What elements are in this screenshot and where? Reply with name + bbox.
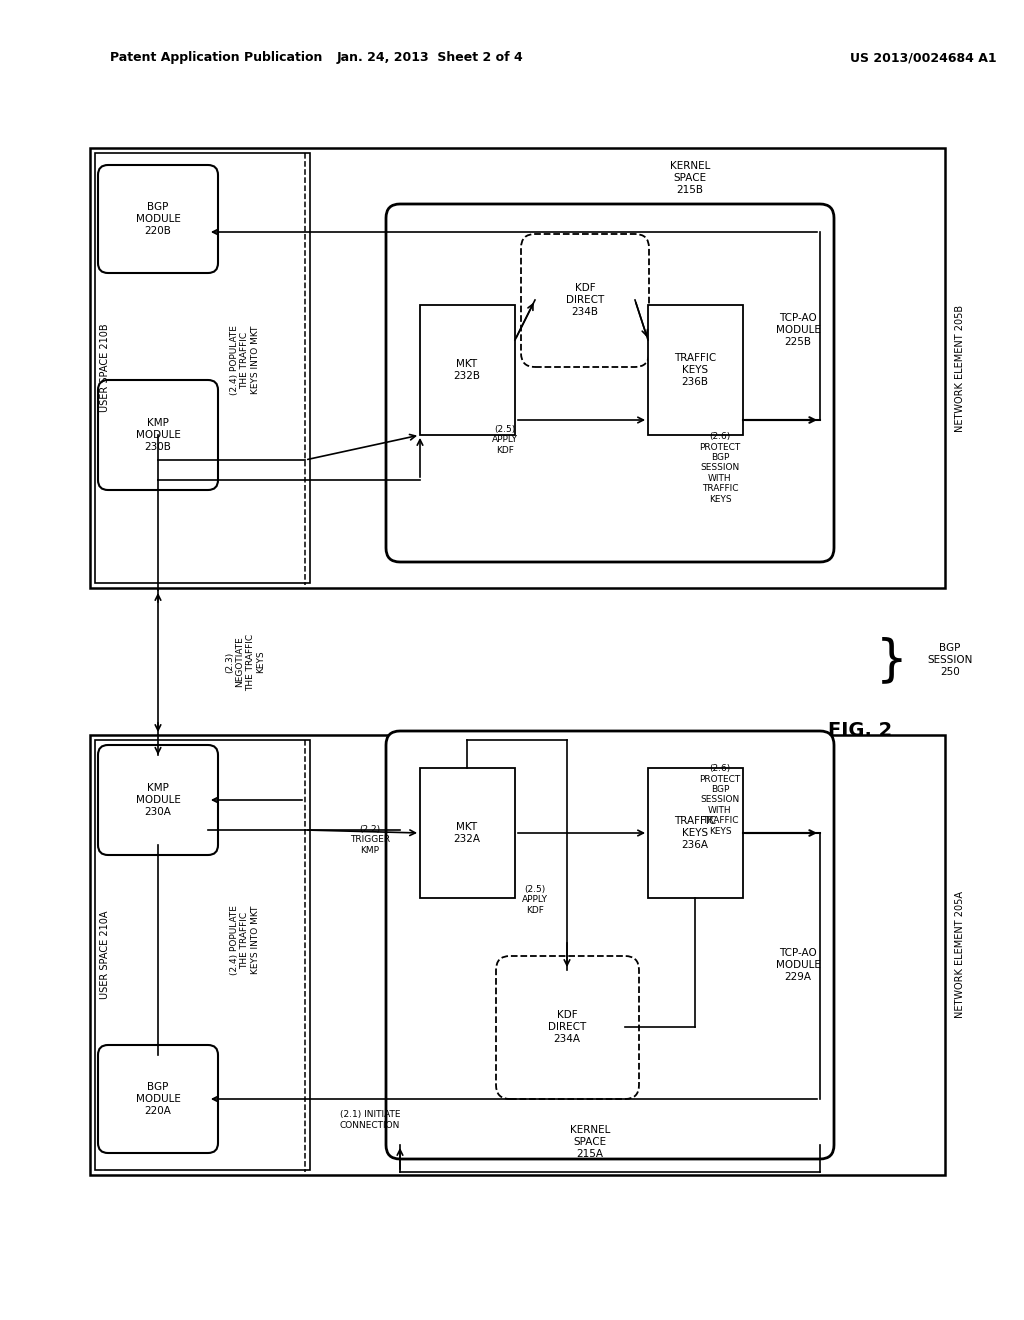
Text: (2.3)
NEGOTIATE
THE TRAFFIC
KEYS: (2.3) NEGOTIATE THE TRAFFIC KEYS: [225, 634, 265, 690]
Bar: [648, 768, 743, 898]
Text: KMP
MODULE
230A: KMP MODULE 230A: [135, 783, 180, 817]
Text: USER SPACE 210A: USER SPACE 210A: [100, 911, 110, 999]
Text: BGP
MODULE
220B: BGP MODULE 220B: [135, 202, 180, 235]
Text: KDF
DIRECT
234B: KDF DIRECT 234B: [566, 284, 604, 317]
Text: MKT
232A: MKT 232A: [454, 822, 480, 843]
Text: NETWORK ELEMENT 205A: NETWORK ELEMENT 205A: [955, 891, 965, 1019]
Bar: [420, 768, 515, 898]
Text: USER SPACE 210B: USER SPACE 210B: [100, 323, 110, 412]
Text: TCP-AO
MODULE
225B: TCP-AO MODULE 225B: [775, 313, 820, 347]
Text: (2.5)
APPLY
KDF: (2.5) APPLY KDF: [522, 886, 548, 915]
Text: (2.5)
APPLY
KDF: (2.5) APPLY KDF: [492, 425, 518, 455]
Text: KERNEL
SPACE
215A: KERNEL SPACE 215A: [569, 1126, 610, 1159]
FancyBboxPatch shape: [98, 744, 218, 855]
Text: MKT
232B: MKT 232B: [454, 359, 480, 380]
Text: }: }: [877, 636, 908, 684]
Text: FIG. 2: FIG. 2: [827, 721, 892, 739]
Text: KDF
DIRECT
234A: KDF DIRECT 234A: [548, 1010, 586, 1044]
Text: Jan. 24, 2013  Sheet 2 of 4: Jan. 24, 2013 Sheet 2 of 4: [337, 51, 523, 65]
Text: (2.4) POPULATE
THE TRAFFIC
KEYS INTO MKT: (2.4) POPULATE THE TRAFFIC KEYS INTO MKT: [230, 325, 260, 395]
Text: KERNEL
SPACE
215B: KERNEL SPACE 215B: [670, 161, 711, 194]
Bar: [90, 735, 945, 1175]
Text: US 2013/0024684 A1: US 2013/0024684 A1: [850, 51, 996, 65]
Text: (2.1) INITIATE
CONNECTION: (2.1) INITIATE CONNECTION: [340, 1110, 400, 1130]
Bar: [648, 305, 743, 436]
Text: NETWORK ELEMENT 205B: NETWORK ELEMENT 205B: [955, 305, 965, 432]
Bar: [90, 148, 945, 587]
Text: (2.4) POPULATE
THE TRAFFIC
KEYS INTO MKT: (2.4) POPULATE THE TRAFFIC KEYS INTO MKT: [230, 906, 260, 975]
FancyBboxPatch shape: [98, 165, 218, 273]
FancyBboxPatch shape: [386, 731, 834, 1159]
Bar: [95, 153, 310, 583]
Text: (2.6)
PROTECT
BGP
SESSION
WITH
TRAFFIC
KEYS: (2.6) PROTECT BGP SESSION WITH TRAFFIC K…: [699, 433, 740, 504]
Text: Patent Application Publication: Patent Application Publication: [110, 51, 323, 65]
Bar: [420, 305, 515, 436]
FancyBboxPatch shape: [521, 234, 649, 367]
Bar: [95, 741, 310, 1170]
FancyBboxPatch shape: [496, 956, 639, 1100]
FancyBboxPatch shape: [98, 1045, 218, 1152]
Text: KMP
MODULE
230B: KMP MODULE 230B: [135, 418, 180, 451]
Text: BGP
MODULE
220A: BGP MODULE 220A: [135, 1082, 180, 1115]
Text: (2.6)
PROTECT
BGP
SESSION
WITH
TRAFFIC
KEYS: (2.6) PROTECT BGP SESSION WITH TRAFFIC K…: [699, 764, 740, 836]
FancyBboxPatch shape: [98, 380, 218, 490]
Text: BGP
SESSION
250: BGP SESSION 250: [928, 643, 973, 677]
FancyBboxPatch shape: [386, 205, 834, 562]
Text: TCP-AO
MODULE
229A: TCP-AO MODULE 229A: [775, 948, 820, 982]
Text: (2.2)
TRIGGER
KMP: (2.2) TRIGGER KMP: [350, 825, 390, 855]
Text: TRAFFIC
KEYS
236B: TRAFFIC KEYS 236B: [674, 354, 716, 387]
Text: TRAFFIC
KEYS
236A: TRAFFIC KEYS 236A: [674, 816, 716, 850]
